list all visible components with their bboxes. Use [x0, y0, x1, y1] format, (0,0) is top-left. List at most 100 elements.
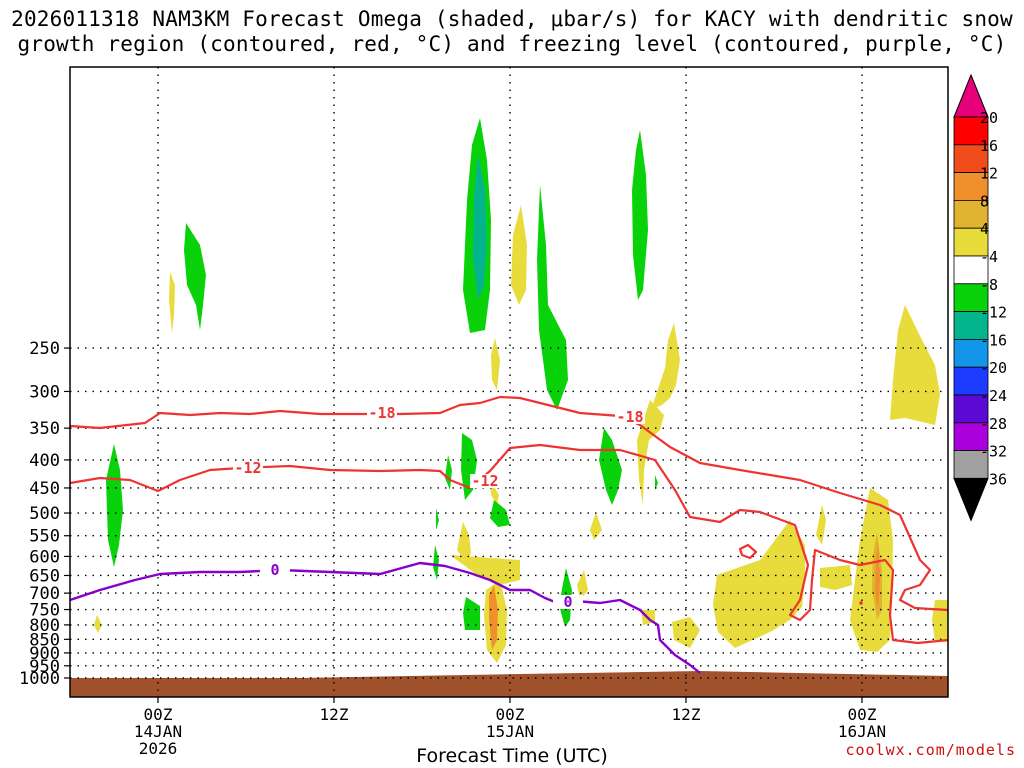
- x-tick-label-54-1: 16JAN: [838, 722, 886, 741]
- colorbar-label-8: -16: [980, 331, 1007, 349]
- colorbar-label-9: -20: [980, 359, 1007, 377]
- x-tick-label-6-2: 2026: [139, 739, 178, 758]
- colorbar-label-3: 8: [980, 192, 989, 210]
- y-tick-label-450: 450: [29, 479, 60, 499]
- colorbar-label-0: 20: [980, 109, 998, 127]
- contour-label-red-3-bg: [470, 474, 500, 488]
- colorbar-label-13: -36: [980, 470, 1007, 488]
- omega-shade-yellow-29: [672, 617, 700, 648]
- terrain-band: [70, 671, 948, 697]
- contour-label-red-1: -18: [616, 408, 643, 426]
- watermark: coolwx.com/models: [845, 741, 1016, 759]
- y-tick-label-950: 950: [29, 657, 60, 677]
- dgz-contour-line-2: [738, 543, 758, 560]
- x-tick-label-18-0: 12Z: [320, 705, 349, 724]
- omega-shade-orange-23: [489, 585, 498, 650]
- y-tick-label-600: 600: [29, 547, 60, 567]
- omega-shade-yellow-3: [94, 615, 102, 633]
- contour-label-purple-0: 0: [270, 561, 279, 579]
- colorbar-label-6: -8: [980, 276, 998, 294]
- colorbar-box-0: [953, 116, 989, 146]
- y-tick-label-750: 750: [29, 601, 60, 621]
- colorbar-box-1: [953, 144, 989, 174]
- omega-shade-yellow-11: [637, 400, 664, 505]
- colorbar-box-6: [953, 283, 989, 312]
- contour-label-red-0-bg: [367, 406, 397, 420]
- contour-label-purple-0-bg: [260, 563, 290, 577]
- colorbar-label-10: -24: [980, 387, 1007, 405]
- y-tick-label-1000: 1000: [19, 669, 60, 689]
- y-tick-label-300: 300: [29, 382, 60, 402]
- colorbar-box-4: [953, 227, 989, 257]
- colorbar-box-10: [953, 394, 989, 424]
- omega-shade-teal-5: [473, 155, 487, 300]
- omega-shade-yellow-27: [577, 570, 588, 600]
- omega-shade-yellow-8: [491, 338, 500, 390]
- omega-shade-yellow-32: [820, 565, 852, 590]
- contour-label-red-2-bg: [233, 461, 263, 475]
- contour-label-purple-1-bg: [553, 595, 583, 609]
- omega-shade-yellow-6: [511, 205, 527, 305]
- x-tick-label-6-1: 14JAN: [134, 722, 182, 741]
- contour-label-purple-1: 0: [563, 593, 572, 611]
- omega-shade-green-1: [184, 223, 206, 330]
- colorbar-box-9: [953, 366, 989, 396]
- colorbar-label-7: -12: [980, 304, 1007, 322]
- contour-label-red-0: -18: [368, 404, 395, 422]
- colorbar-bottom-arrow: [953, 477, 989, 522]
- omega-shade-yellow-31: [816, 505, 826, 545]
- freezing-level-contour: [70, 561, 701, 674]
- contour-label-red-2: -12: [234, 459, 261, 477]
- omega-shade-green-12: [599, 428, 622, 505]
- omega-shade-yellow-0: [169, 272, 175, 333]
- omega-shade-yellow-21: [450, 555, 520, 585]
- omega-shade-yellow-10: [651, 323, 680, 410]
- plot-frame: [69, 66, 949, 698]
- omega-shade-yellow-30: [713, 520, 805, 648]
- contour-label-red-1-bg: [615, 410, 645, 424]
- y-tick-label-500: 500: [29, 504, 60, 524]
- chart-title-line-1: 2026011318 NAM3KM Forecast Omega (shaded…: [11, 7, 1013, 31]
- omega-shade-green-13: [655, 475, 658, 490]
- y-tick-label-800: 800: [29, 616, 60, 636]
- y-tick-label-700: 700: [29, 584, 60, 604]
- chart-title-line-2: growth region (contoured, red, °C) and f…: [17, 32, 1007, 56]
- x-tick-label-30-1: 15JAN: [486, 722, 534, 741]
- y-tick-label-250: 250: [29, 339, 60, 359]
- y-tick-label-900: 900: [29, 644, 60, 664]
- omega-shade-green-2: [106, 444, 123, 567]
- omega-shade-green-20: [433, 545, 439, 580]
- omega-shade-green-9: [632, 130, 648, 300]
- colorbar-label-4: 4: [980, 220, 989, 238]
- y-tick-label-350: 350: [29, 419, 60, 439]
- omega-shade-green-18: [490, 500, 510, 527]
- x-tick-label-42-0: 12Z: [672, 705, 701, 724]
- colorbar-box-8: [953, 338, 989, 368]
- x-tick-label-6-0: 00Z: [144, 705, 173, 724]
- x-tick-label-30-0: 00Z: [496, 705, 525, 724]
- colorbar-label-5: -4: [980, 248, 998, 266]
- dgz-contour-dot: [859, 601, 863, 605]
- colorbar-label-12: -32: [980, 443, 1007, 461]
- contour-label-red-3: -12: [471, 472, 498, 490]
- y-tick-label-650: 650: [29, 566, 60, 586]
- dgz-contour-line-0: [70, 395, 948, 612]
- omega-shade-orange-35: [875, 540, 880, 610]
- colorbar-label-2: 12: [980, 165, 998, 183]
- dgz-contour-line-1: [70, 443, 948, 645]
- x-tick-label-54-0: 00Z: [848, 705, 877, 724]
- colorbar-box-5: [953, 255, 989, 285]
- omega-shade-yellow-33: [850, 488, 893, 652]
- omega-shade-green-24: [463, 597, 480, 630]
- colorbar-label-11: -28: [980, 415, 1007, 433]
- y-tick-label-400: 400: [29, 451, 60, 471]
- y-tick-label-850: 850: [29, 630, 60, 650]
- omega-shade-green-7: [537, 185, 568, 410]
- omega-shade-green-16: [436, 508, 439, 530]
- x-axis-label: Forecast Time (UTC): [416, 745, 608, 767]
- omega-shade-yellow-19: [457, 522, 471, 563]
- colorbar-box-7: [953, 311, 989, 340]
- y-tick-label-550: 550: [29, 527, 60, 547]
- omega-shade-yellow-36: [890, 305, 940, 425]
